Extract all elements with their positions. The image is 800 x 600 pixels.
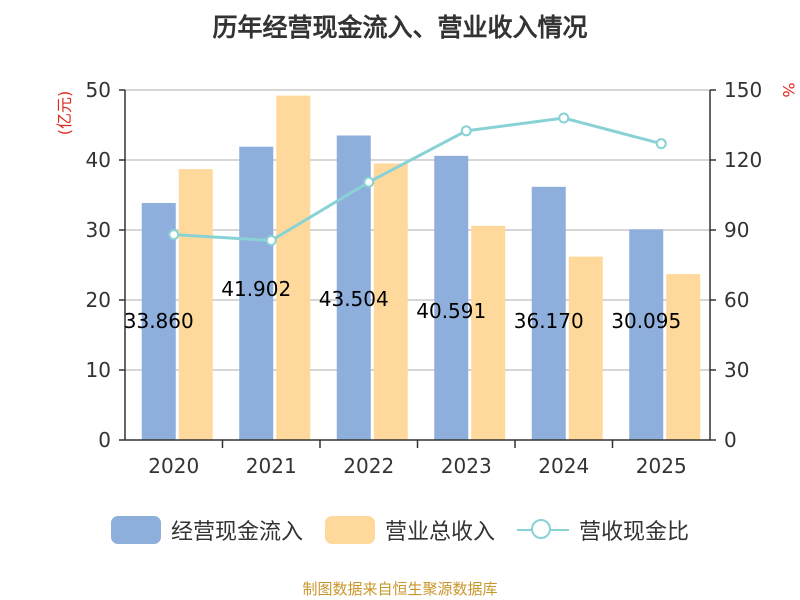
ratio-point <box>363 176 375 188</box>
x-tick-label: 2022 <box>343 454 394 478</box>
legend-swatch-cash-inflow <box>110 516 161 544</box>
legend-label-cash-inflow: 经营现金流入 <box>170 520 303 545</box>
x-tick-label: 2024 <box>538 454 589 478</box>
x-tick-label: 2023 <box>441 454 492 478</box>
bar-revenue <box>471 225 506 440</box>
ratio-line <box>168 112 667 246</box>
legend-label-ratio: 营收现金比 <box>579 520 690 545</box>
y-right-tick-label: 90 <box>724 218 749 242</box>
y-right-tick-label: 150 <box>724 78 762 102</box>
gridlines <box>125 89 710 371</box>
data-label-cash-inflow: 30.095 <box>611 309 681 333</box>
ratio-line-path <box>173 116 662 243</box>
bar-cash-inflow <box>141 202 176 440</box>
bar-revenue <box>666 274 701 440</box>
legend-item-revenue[interactable]: 营业总收入 <box>324 514 495 546</box>
legend-item-cash-inflow[interactable]: 经营现金流入 <box>110 514 303 546</box>
data-label-cash-inflow: 33.860 <box>124 309 194 333</box>
bars <box>141 95 701 440</box>
y-left-unit: (亿元) <box>55 91 74 136</box>
bar-cash-inflow <box>531 186 566 440</box>
y-left-tick-label: 0 <box>98 428 111 452</box>
y-right-unit: % <box>779 82 798 97</box>
ratio-point <box>460 125 472 137</box>
y-right-tick-label: 60 <box>724 288 749 312</box>
x-tick-label: 2020 <box>148 454 199 478</box>
y-left-tick-label: 30 <box>86 218 111 242</box>
ratio-point <box>265 235 277 246</box>
y-left-tick-label: 40 <box>86 148 111 172</box>
bar-revenue <box>178 169 213 440</box>
legend-label-revenue: 营业总收入 <box>384 520 495 545</box>
y-right-tick-label: 30 <box>724 358 749 382</box>
legend-item-ratio[interactable]: 营收现金比 <box>517 514 689 546</box>
bar-revenue <box>568 256 603 440</box>
data-label-cash-inflow: 41.902 <box>221 277 291 301</box>
data-label-cash-inflow: 40.591 <box>416 299 486 323</box>
legend-swatch-ratio <box>517 516 569 544</box>
bar-revenue <box>276 95 311 440</box>
ratio-point <box>168 229 180 241</box>
source-note: 制图数据来自恒生聚源数据库 <box>302 580 498 598</box>
axes: 0 10 20 30 40 50 0 30 60 90 120 150 2020 2021 2022 2023… <box>86 78 763 478</box>
data-label-cash-inflow: 36.170 <box>514 309 584 333</box>
data-labels: 33.860 41.902 43.504 40.591 36.170 30.095 <box>124 277 681 333</box>
legend-swatch-revenue <box>324 516 375 544</box>
data-label-cash-inflow: 43.504 <box>319 287 389 311</box>
bar-cash-inflow <box>434 155 469 440</box>
legend: 经营现金流入 营业总收入 营收现金比 <box>0 514 800 546</box>
ratio-point <box>558 112 570 124</box>
chart-title: 历年经营现金流入、营业收入情况 <box>212 13 588 42</box>
y-right-tick-label: 0 <box>724 428 737 452</box>
x-tick-label: 2025 <box>636 454 687 478</box>
y-right-tick-label: 120 <box>724 148 762 172</box>
bar-revenue <box>373 163 408 440</box>
x-tick-label: 2021 <box>246 454 297 478</box>
ratio-point <box>655 138 667 150</box>
y-left-tick-label: 20 <box>86 288 111 312</box>
bar-cash-inflow <box>239 146 274 440</box>
y-left-tick-label: 50 <box>86 78 111 102</box>
y-left-tick-label: 10 <box>86 358 111 382</box>
bar-cash-inflow <box>629 229 664 440</box>
